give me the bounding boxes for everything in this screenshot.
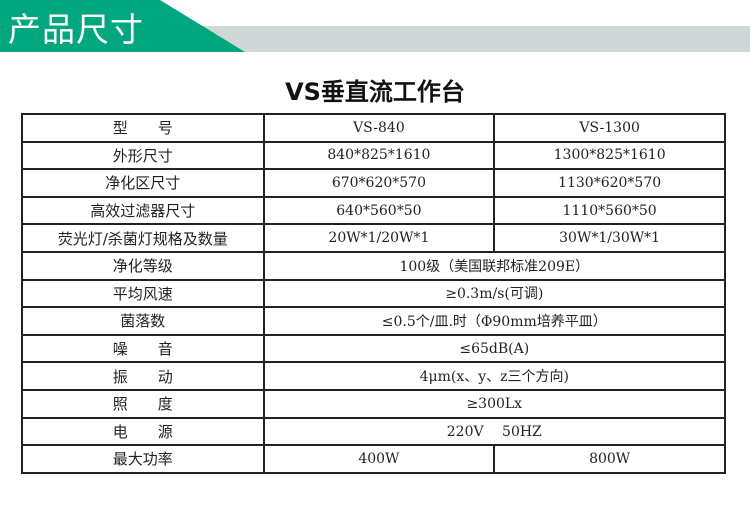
table-row: 外形尺寸 840*825*1610 1300*825*1610 [21,140,726,171]
row-value: 640*560*50 [262,195,496,226]
row-value: 220V 50HZ [262,416,727,447]
table-row: 菌落数 ≤0.5个/皿.时（Φ90mm培养平皿） [21,306,727,336]
row-value: ≤65dB(A) [262,333,727,364]
row-value: 30W*1/30W*1 [493,223,726,253]
row-value: ≥0.3m/s(可调) [262,278,727,309]
row-value: VS-840 [262,113,496,143]
row-value: 670*620*570 [262,168,496,198]
table-row: 高效过滤器尺寸 640*560*50 1110*560*50 [21,195,726,226]
row-value: 4μm(x、y、z三个方向) [262,361,727,391]
row-label: 菌落数 [21,306,265,336]
row-value: ≤0.5个/皿.时（Φ90mm培养平皿） [262,306,727,336]
row-label: 型 号 [21,113,265,143]
row-value: 1110*560*50 [493,195,726,226]
row-value: VS-1300 [493,113,726,143]
row-value: 840*825*1610 [262,140,496,171]
row-value: ≥300Lx [262,388,727,419]
row-label: 外形尺寸 [21,140,265,171]
table-row: 荧光灯/杀菌灯规格及数量 20W*1/20W*1 30W*1/30W*1 [21,223,726,253]
row-label: 平均风速 [21,278,265,309]
banner-title: 产品尺寸 [8,10,144,49]
table-row: 电 源 220V 50HZ [21,416,727,447]
table-row: 型 号 VS-840 VS-1300 [21,113,726,143]
row-label: 净化区尺寸 [21,168,265,198]
row-label: 照 度 [21,388,265,419]
table-row: 最大功率 400W 800W [21,444,726,474]
row-value: 800W [493,444,726,474]
spec-table: 型 号 VS-840 VS-1300 外形尺寸 840*825*1610 1300*825… [21,113,727,474]
row-label: 最大功率 [21,444,265,474]
row-value: 1130*620*570 [493,168,726,198]
row-value: 100级（美国联邦标准209E） [262,250,727,281]
page-title: VS垂直流工作台 [285,78,465,106]
row-label: 高效过滤器尺寸 [21,195,265,226]
table-row: 净化区尺寸 670*620*570 1130*620*570 [21,168,726,198]
row-label: 荧光灯/杀菌灯规格及数量 [21,223,265,253]
row-label: 净化等级 [21,250,265,281]
table-row: 平均风速 ≥0.3m/s(可调) [21,278,727,309]
row-label: 电 源 [21,416,265,447]
table-row: 净化等级 100级（美国联邦标准209E） [21,250,727,281]
row-value: 1300*825*1610 [493,140,726,171]
row-value: 20W*1/20W*1 [262,223,496,253]
table-row: 照 度 ≥300Lx [21,388,727,419]
table-row: 噪 音 ≤65dB(A) [21,333,727,364]
row-value: 400W [262,444,496,474]
table-row: 振 动 4μm(x、y、z三个方向) [21,361,727,391]
row-label: 噪 音 [21,333,265,364]
row-label: 振 动 [21,361,265,391]
